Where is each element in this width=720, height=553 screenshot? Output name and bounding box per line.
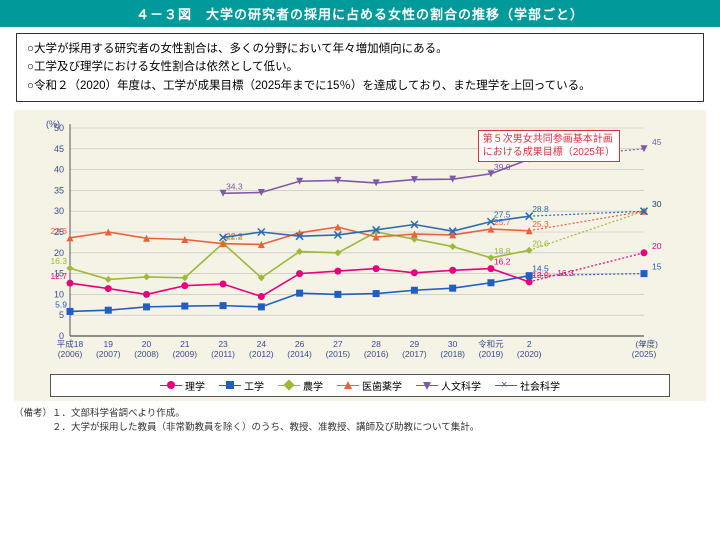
svg-text:30: 30 xyxy=(448,339,458,349)
svg-text:(2025): (2025) xyxy=(632,349,657,359)
svg-text:12.7: 12.7 xyxy=(50,271,67,281)
summary-line-1: ○大学が採用する研究者の女性割合は、多くの分野において年々増加傾向にある。 xyxy=(27,40,693,58)
footnote-2: ２．大学が採用した教員（非常勤教員を除く）のうち、教授、准教授、講師及び助教につ… xyxy=(14,421,706,435)
svg-text:16.3: 16.3 xyxy=(50,256,67,266)
svg-text:19: 19 xyxy=(104,339,114,349)
svg-text:20: 20 xyxy=(142,339,152,349)
svg-text:(%): (%) xyxy=(46,119,60,129)
legend-item: 医歯薬学 xyxy=(337,378,402,393)
svg-text:(2007): (2007) xyxy=(96,349,121,359)
goal-label-l2: における成果目標（2025年） xyxy=(483,146,615,159)
svg-text:令和元: 令和元 xyxy=(478,339,504,349)
legend-item: 工学 xyxy=(219,378,264,393)
svg-text:(2020): (2020) xyxy=(517,349,542,359)
legend-item: 理学 xyxy=(160,378,205,393)
summary-line-2: ○工学及び理学における女性割合は依然として低い。 xyxy=(27,58,693,76)
footnote-1: （備考）１．文部科学省調べより作成。 xyxy=(14,407,706,421)
svg-text:(2019): (2019) xyxy=(479,349,504,359)
svg-text:21: 21 xyxy=(180,339,190,349)
svg-text:25.3: 25.3 xyxy=(532,219,549,229)
svg-text:26: 26 xyxy=(295,339,305,349)
svg-text:23: 23 xyxy=(218,339,228,349)
svg-text:18.8: 18.8 xyxy=(494,246,511,256)
svg-text:30.0: 30.0 xyxy=(652,199,662,209)
svg-text:45.0: 45.0 xyxy=(652,137,662,147)
legend-item: 農学 xyxy=(278,378,323,393)
goal-label-l1: 第５次男女共同参画基本計画 xyxy=(483,133,615,146)
svg-text:(2017): (2017) xyxy=(402,349,427,359)
svg-text:5.9: 5.9 xyxy=(55,300,67,310)
svg-text:(2008): (2008) xyxy=(134,349,159,359)
svg-text:45: 45 xyxy=(54,144,64,154)
svg-text:16.3: 16.3 xyxy=(557,268,574,278)
svg-text:(2012): (2012) xyxy=(249,349,274,359)
svg-text:(2006): (2006) xyxy=(58,349,83,359)
legend-item: ×社会科学 xyxy=(495,378,560,393)
svg-text:39.0: 39.0 xyxy=(494,162,511,172)
svg-text:5: 5 xyxy=(59,310,64,320)
svg-text:平成18: 平成18 xyxy=(57,339,84,349)
goal-label-box: 第５次男女共同参画基本計画 における成果目標（2025年） xyxy=(478,130,620,162)
svg-text:(2018): (2018) xyxy=(440,349,465,359)
svg-text:40: 40 xyxy=(54,165,64,175)
svg-text:34.3: 34.3 xyxy=(226,181,243,191)
summary-box: ○大学が採用する研究者の女性割合は、多くの分野において年々増加傾向にある。 ○工… xyxy=(16,33,704,102)
svg-text:28.8: 28.8 xyxy=(532,204,549,214)
legend-label: 人文科学 xyxy=(441,378,481,393)
svg-text:(2009): (2009) xyxy=(173,349,198,359)
svg-text:14.5: 14.5 xyxy=(532,264,549,274)
svg-text:30: 30 xyxy=(54,206,64,216)
svg-text:(2014): (2014) xyxy=(287,349,312,359)
svg-text:27: 27 xyxy=(333,339,343,349)
svg-text:(2011): (2011) xyxy=(211,349,235,359)
svg-text:23.6: 23.6 xyxy=(50,226,67,236)
svg-text:20.0: 20.0 xyxy=(652,241,662,251)
svg-text:2: 2 xyxy=(527,339,532,349)
legend: 理学 工学 農学 医歯薬学 人文科学 ×社会科学 xyxy=(50,374,670,397)
footnotes: （備考）１．文部科学省調べより作成。 ２．大学が採用した教員（非常勤教員を除く）… xyxy=(14,407,706,436)
svg-text:24: 24 xyxy=(257,339,267,349)
legend-label: 医歯薬学 xyxy=(362,378,402,393)
figure-title: ４－３図 大学の研究者の採用に占める女性の割合の推移（学部ごと） xyxy=(0,0,720,27)
legend-label: 工学 xyxy=(244,378,264,393)
svg-text:10: 10 xyxy=(54,290,64,300)
svg-text:(2016): (2016) xyxy=(364,349,389,359)
svg-text:(2015): (2015) xyxy=(326,349,351,359)
svg-text:28: 28 xyxy=(371,339,381,349)
svg-text:(年度): (年度) xyxy=(635,339,658,349)
legend-item: 人文科学 xyxy=(416,378,481,393)
svg-text:15.0: 15.0 xyxy=(652,262,662,272)
svg-text:16.2: 16.2 xyxy=(494,257,511,267)
legend-label: 理学 xyxy=(185,378,205,393)
svg-text:27.5: 27.5 xyxy=(494,210,511,220)
svg-text:29: 29 xyxy=(410,339,420,349)
legend-label: 社会科学 xyxy=(520,378,560,393)
svg-text:20.6: 20.6 xyxy=(532,238,549,248)
svg-text:35: 35 xyxy=(54,186,64,196)
legend-label: 農学 xyxy=(303,378,323,393)
chart-area: 05101520253035404550(%)平成18(2006)19(2007… xyxy=(14,110,706,401)
summary-line-3: ○令和２（2020）年度は、工学が成果目標（2025年までに15％）を達成してお… xyxy=(27,77,693,95)
